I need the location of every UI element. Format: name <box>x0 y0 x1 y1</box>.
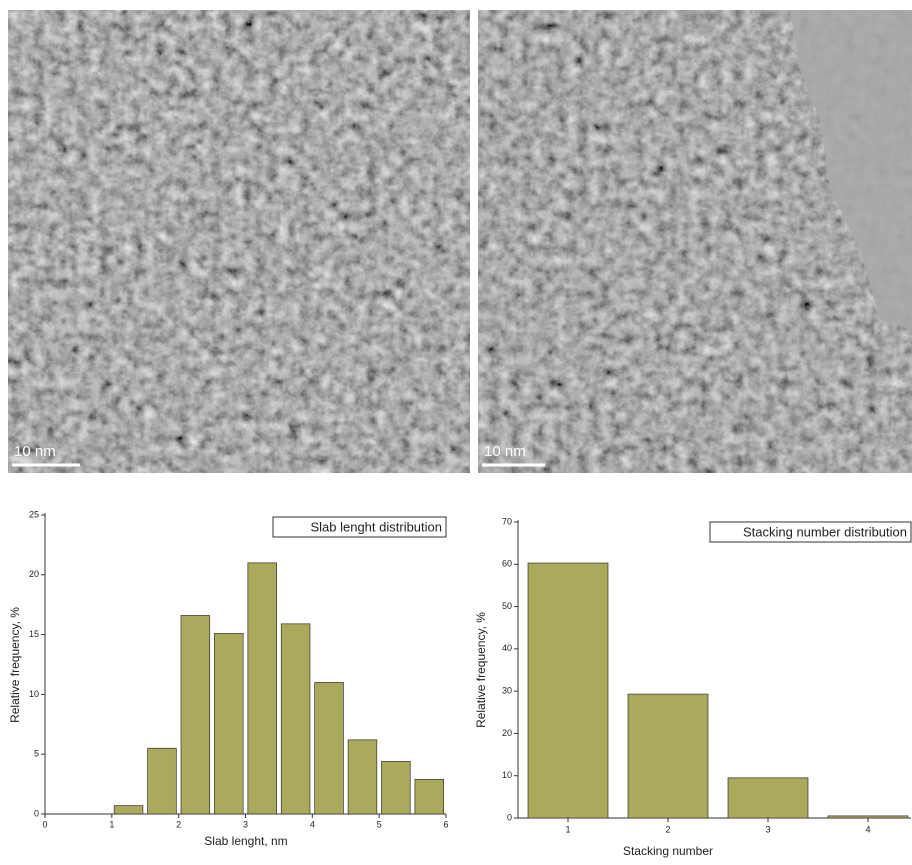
x-tick-label: 2 <box>176 819 181 829</box>
bar <box>113 805 144 815</box>
x-axis-label: Slab lenght, nm <box>204 834 287 848</box>
y-tick-label: 0 <box>34 808 39 818</box>
chart-title: Slab lenght distribution <box>310 519 442 534</box>
scale-bar-label: 10 nm <box>14 443 56 460</box>
x-tick-label: 6 <box>443 819 448 829</box>
x-tick-label: 2 <box>665 824 670 834</box>
x-tick-label: 3 <box>765 824 770 834</box>
tem-image: 10 nm <box>8 10 470 473</box>
carbon-film <box>790 10 912 330</box>
legend-box <box>272 516 447 538</box>
x-tick-label: 5 <box>377 819 382 829</box>
bar <box>414 778 445 815</box>
x-tick-label: 1 <box>565 824 570 834</box>
y-tick-label: 10 <box>29 689 39 699</box>
y-tick-label: 15 <box>29 629 39 639</box>
bar <box>180 615 211 815</box>
bar <box>247 562 277 815</box>
legend-box <box>709 521 912 543</box>
y-tick-label: 0 <box>507 812 512 822</box>
tem-image: 10 nm <box>478 10 912 473</box>
y-axis-label: Relative frequency, % <box>8 607 22 723</box>
x-tick-label: 1 <box>109 819 114 829</box>
bar <box>381 761 411 815</box>
y-axis-label: Relative frequency, % <box>474 612 488 728</box>
scale-bar-label: 10 nm <box>484 443 526 460</box>
x-axis-label: Stacking number <box>623 844 713 858</box>
y-tick-label: 40 <box>502 643 512 653</box>
y-tick-label: 10 <box>502 770 512 780</box>
y-tick-label: 20 <box>29 569 39 579</box>
y-tick-label: 25 <box>29 509 39 519</box>
image-texture <box>8 10 470 473</box>
y-tick-label: 50 <box>502 601 512 611</box>
bar <box>827 815 909 819</box>
bar <box>314 682 344 815</box>
bar <box>347 739 378 815</box>
y-tick-label: 5 <box>34 749 39 759</box>
y-tick-label: 20 <box>502 728 512 738</box>
x-tick-label: 3 <box>243 819 248 829</box>
y-tick-label: 30 <box>502 686 512 696</box>
chart-title: Stacking number distribution <box>743 524 907 539</box>
y-tick-label: 70 <box>502 516 512 526</box>
bar <box>727 777 809 819</box>
bar <box>280 623 311 815</box>
x-tick-label: 4 <box>865 824 870 834</box>
x-tick-label: 4 <box>310 819 315 829</box>
y-tick-label: 60 <box>502 559 512 569</box>
bar <box>627 693 709 819</box>
bar <box>214 633 244 815</box>
x-tick-label: 0 <box>42 819 47 829</box>
bar <box>527 562 609 819</box>
bar <box>147 747 177 815</box>
